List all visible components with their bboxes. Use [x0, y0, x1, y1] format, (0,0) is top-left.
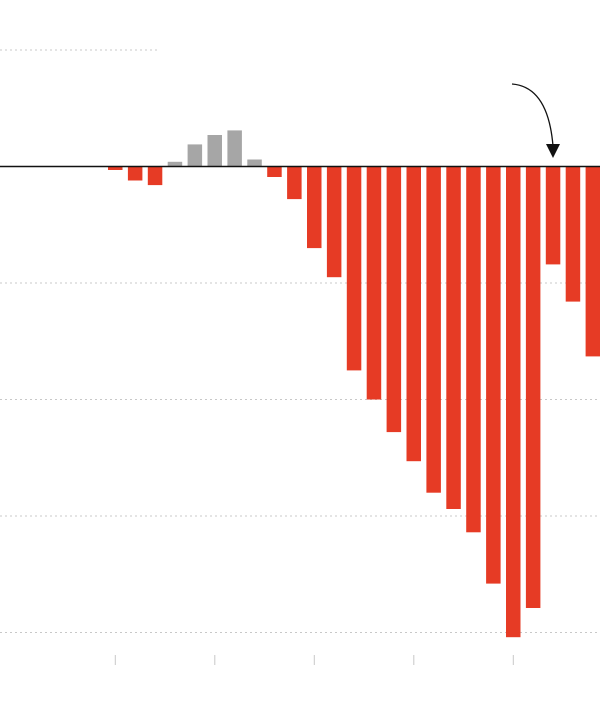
bar-21 [506, 166, 521, 638]
bar-12 [326, 166, 342, 278]
annotation-arrow-line [511, 83, 554, 147]
bar-11 [307, 166, 322, 249]
bar-2 [127, 166, 143, 181]
bar-15 [386, 166, 402, 433]
bar-4 [167, 161, 183, 167]
bar-7 [227, 130, 242, 167]
bar-19 [466, 166, 481, 533]
bar-18 [446, 166, 461, 509]
bar-9 [267, 166, 282, 177]
bar-13 [346, 166, 362, 371]
bar-22 [525, 166, 541, 608]
bar-14 [366, 166, 382, 400]
annotation-arrow-head [546, 144, 560, 158]
bar-20 [486, 166, 501, 584]
bar-6 [207, 135, 222, 167]
bar-24 [565, 166, 581, 302]
bar-17 [426, 166, 441, 493]
bar-3 [147, 166, 163, 186]
bar-5 [187, 144, 203, 167]
bar-10 [287, 166, 302, 200]
bar-16 [406, 166, 421, 462]
bar-1 [108, 166, 123, 170]
bar-25 [585, 166, 600, 357]
bar-23 [545, 166, 561, 265]
bar-8 [247, 159, 262, 167]
